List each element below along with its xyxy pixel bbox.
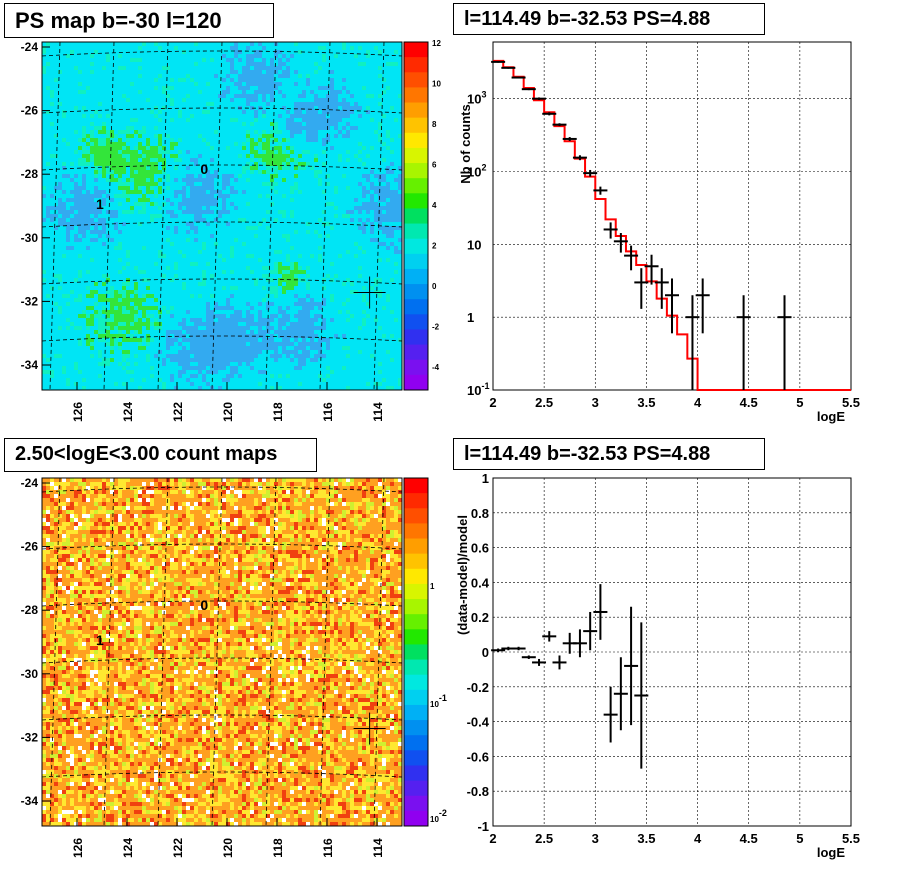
- count_map-xtick-label: 120: [221, 838, 235, 858]
- residual-xtick-label: 5: [796, 831, 803, 846]
- ps-colorbar-label: 4: [432, 201, 437, 210]
- count_map-ytick-label: -24: [21, 476, 39, 490]
- count_map-annotation-1: 1: [96, 632, 104, 648]
- ps-colorbar-label: 6: [432, 161, 437, 170]
- residual-ytick-label: 0: [482, 645, 489, 660]
- count_map-heatmap: [42, 478, 402, 826]
- ps_map-xtick-label: 126: [71, 402, 85, 422]
- ps_map-frame: [41, 41, 403, 391]
- ps_map-annotation-1: 1: [96, 196, 104, 212]
- ps_map-graticule: [41, 41, 403, 391]
- spectrum-xtick-label: 4: [694, 395, 702, 410]
- residual-ytick-label: -1: [477, 819, 489, 834]
- spectrum-ytick-label: 10: [467, 237, 481, 252]
- ps_map-xtick-label: 122: [171, 402, 185, 422]
- residual-ytick-label: 0.6: [471, 541, 489, 556]
- residual-xtick-label: 4.5: [740, 831, 758, 846]
- count_map-ytick-label: -34: [21, 794, 39, 808]
- count_map-frame: [41, 477, 403, 827]
- count-colorbar-label: 10-1: [430, 693, 447, 709]
- count-map-title: 2.50<logE<3.00 count maps: [4, 438, 317, 472]
- spectrum-xtick-label: 3: [592, 395, 599, 410]
- residual-ytick-label: 0.4: [471, 575, 490, 590]
- spectrum-xtick-label: 3.5: [637, 395, 655, 410]
- ps-colorbar: [403, 41, 429, 391]
- spectrum-xtick-label: 4.5: [740, 395, 758, 410]
- ps_map-xtick-label: 116: [321, 402, 335, 422]
- ps_map-xtick-label: 120: [221, 402, 235, 422]
- residual-ytick-label: 0.2: [471, 610, 489, 625]
- residual-ylabel: (data-model)/model: [455, 515, 470, 635]
- ps-colorbar-label: 10: [432, 80, 441, 89]
- residual-xtick-label: 3: [592, 831, 599, 846]
- ps_map-ytick-label: -34: [21, 358, 39, 372]
- spectrum-model-line: [493, 59, 851, 391]
- residual-grid: [492, 477, 852, 827]
- count_map-ytick-label: -26: [21, 540, 39, 554]
- spectrum-frame: [492, 41, 852, 391]
- count-colorbar-label: 1: [430, 582, 435, 591]
- ps-map-title: PS map b=-30 l=120: [4, 3, 274, 38]
- ps-colorbar-label: 12: [432, 39, 441, 48]
- spectrum-ytick-label: 103: [467, 90, 486, 107]
- residual-ytick-label: 0.8: [471, 506, 489, 521]
- spectrum-ytick-label: 10-1: [467, 381, 489, 398]
- ps-colorbar-label: -4: [432, 363, 440, 372]
- ps_map-ytick-label: -24: [21, 40, 39, 54]
- ps-colorbar-label: 2: [432, 242, 437, 251]
- count_map-ytick-label: -30: [21, 667, 39, 681]
- count_map-xtick-label: 116: [321, 838, 335, 858]
- ps_map-heatmap: [42, 42, 402, 390]
- ps-colorbar-label: 8: [432, 120, 437, 129]
- count-colorbar-label: 10-2: [430, 808, 447, 824]
- residual-title: l=114.49 b=-32.53 PS=4.88: [453, 438, 765, 470]
- count_map-graticule: [41, 477, 403, 827]
- count_map-xtick-label: 114: [371, 838, 385, 858]
- count_map-xtick-label: 126: [71, 838, 85, 858]
- ps_map-ytick-label: -32: [21, 294, 39, 308]
- ps_map-xtick-label: 118: [271, 402, 285, 422]
- spectrum-ylabel: Nb of counts: [458, 104, 473, 183]
- count_map-xtick-label: 118: [271, 838, 285, 858]
- ps_map-xtick-label: 114: [371, 402, 385, 422]
- residual-frame: [492, 477, 852, 827]
- residual-xtick-label: 2: [489, 831, 496, 846]
- residual-xtick-label: 4: [694, 831, 702, 846]
- spectrum-xlabel: logE: [817, 409, 845, 424]
- ps_map-ytick-label: -30: [21, 231, 39, 245]
- count_map-ytick-label: -28: [21, 603, 39, 617]
- count_map-ytick-label: -32: [21, 730, 39, 744]
- count_map-annotation-0: 0: [200, 597, 208, 613]
- spectrum-xtick-label: 5: [796, 395, 803, 410]
- residual-ytick-label: -0.8: [467, 784, 489, 799]
- residual-ytick-label: -0.6: [467, 749, 489, 764]
- ps_map-ytick-label: -28: [21, 167, 39, 181]
- residual-xtick-label: 2.5: [535, 831, 553, 846]
- spectrum-title: l=114.49 b=-32.53 PS=4.88: [453, 3, 765, 35]
- ps-colorbar-label: -2: [432, 323, 440, 332]
- count-colorbar: [403, 477, 429, 827]
- residual-ytick-label: 1: [482, 471, 489, 486]
- count_map-xtick-label: 124: [121, 838, 135, 858]
- spectrum-xtick-label: 5.5: [842, 395, 860, 410]
- spectrum-ytick-label: 1: [467, 310, 474, 325]
- residual-xlabel: logE: [817, 845, 845, 860]
- ps-colorbar-label: 0: [432, 282, 437, 291]
- spectrum-xtick-label: 2.5: [535, 395, 553, 410]
- spectrum-xtick-label: 2: [489, 395, 496, 410]
- ps_map-xtick-label: 124: [121, 402, 135, 422]
- residual-xtick-label: 3.5: [637, 831, 655, 846]
- ps_map-annotation-0: 0: [200, 161, 208, 177]
- count_map-xtick-label: 122: [171, 838, 185, 858]
- residual-ytick-label: -0.4: [467, 715, 490, 730]
- residual-ytick-label: -0.2: [467, 680, 489, 695]
- residual-xtick-label: 5.5: [842, 831, 860, 846]
- ps_map-ytick-label: -26: [21, 104, 39, 118]
